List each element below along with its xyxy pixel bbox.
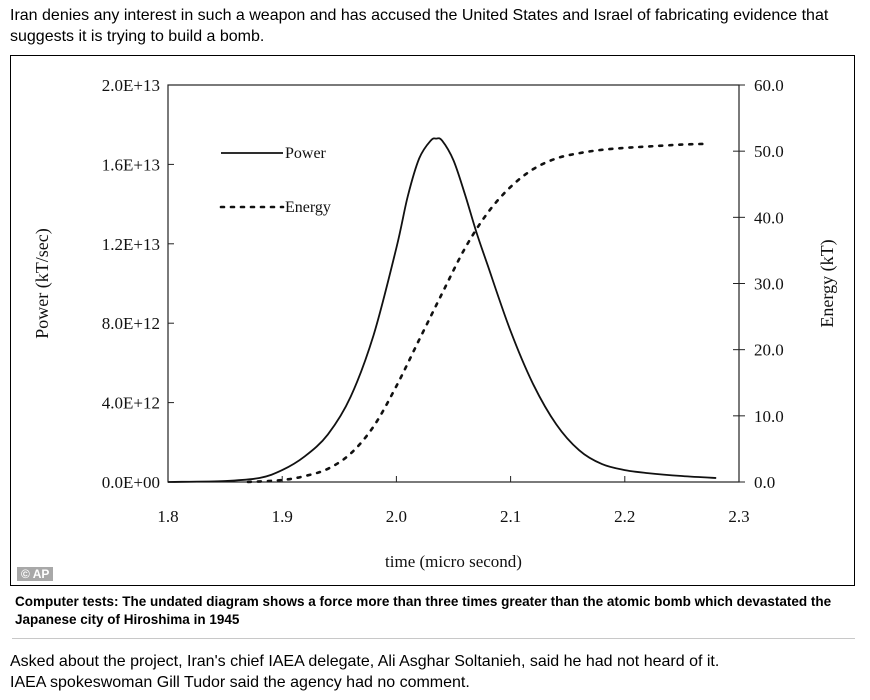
y2-tick-label: 50.0	[754, 142, 784, 161]
y-tick-label: 2.0E+13	[102, 76, 160, 95]
after-line-1: Asked about the project, Iran's chief IA…	[10, 653, 720, 670]
legend-label-power: Power	[285, 145, 327, 162]
series-line-energy	[246, 142, 706, 484]
plot-frame	[167, 84, 740, 483]
y2-axis-label: Energy (kT)	[817, 239, 838, 327]
legend-label-energy: Energy	[285, 199, 331, 216]
after-paragraph: Asked about the project, Iran's chief IA…	[10, 651, 865, 693]
x-tick-label: 1.8	[157, 507, 178, 526]
y2-tick-label: 30.0	[754, 275, 784, 294]
y-axis-label: Power (kT/sec)	[32, 228, 53, 338]
power-energy-chart: 0.0E+00 4.0E+12 8.0E+12 1.2E+13 1.6E+13 2.0E+…	[32, 76, 838, 571]
y2-tick-label: 10.0	[754, 407, 784, 426]
figure-caption: Computer tests: The undated diagram show…	[15, 594, 832, 627]
y2-tick-label: 60.0	[754, 76, 784, 95]
x-axis-label: time (micro second)	[385, 552, 522, 571]
y-tick-label: 1.2E+13	[102, 235, 160, 254]
y-tick-label: 0.0E+00	[102, 473, 160, 492]
after-line-2: IAEA spokeswoman Gill Tudor said the age…	[10, 674, 470, 691]
divider	[12, 638, 855, 639]
x-tick-label: 1.9	[272, 507, 293, 526]
y2-tick-label: 0.0	[754, 473, 775, 492]
intro-paragraph: Iran denies any interest in such a weapo…	[10, 7, 829, 45]
y-tick-label: 1.6E+13	[102, 155, 160, 174]
y-tick-label: 4.0E+12	[102, 394, 160, 413]
series-line-power	[167, 137, 717, 483]
x-tick-label: 2.1	[500, 507, 521, 526]
y-tick-label: 8.0E+12	[102, 314, 160, 333]
x-tick-label: 2.0	[386, 507, 407, 526]
ap-watermark: © AP	[17, 567, 54, 581]
x-tick-label: 2.3	[728, 507, 749, 526]
chart-figure: 0.0E+00 4.0E+12 8.0E+12 1.2E+13 1.6E+13 2.0E+…	[10, 55, 855, 586]
x-tick-label: 2.2	[614, 507, 635, 526]
y2-tick-label: 20.0	[754, 341, 784, 360]
y2-tick-label: 40.0	[754, 208, 784, 227]
